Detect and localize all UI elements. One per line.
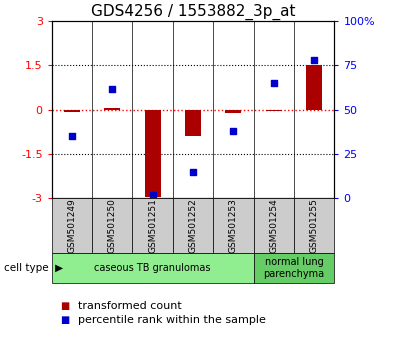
Point: [150, 192, 156, 198]
Text: cell type  ▶: cell type ▶: [4, 263, 63, 273]
Text: normal lung
parenchyma: normal lung parenchyma: [263, 257, 324, 279]
Text: ■: ■: [60, 315, 69, 325]
Text: percentile rank within the sample: percentile rank within the sample: [78, 315, 265, 325]
Text: transformed count: transformed count: [78, 301, 181, 311]
Text: caseous TB granulomas: caseous TB granulomas: [94, 263, 211, 273]
Text: GSM501254: GSM501254: [269, 198, 278, 253]
Text: GSM501255: GSM501255: [310, 198, 319, 253]
Text: GSM501249: GSM501249: [67, 198, 76, 253]
Point: [69, 133, 75, 139]
Point: [109, 86, 115, 91]
Text: GSM501251: GSM501251: [148, 198, 157, 253]
Text: GSM501252: GSM501252: [189, 198, 197, 253]
Point: [311, 57, 317, 63]
Bar: [144, 110, 161, 197]
Bar: [185, 110, 201, 136]
Bar: [225, 110, 242, 113]
Point: [230, 128, 236, 134]
Bar: [104, 108, 120, 110]
Title: GDS4256 / 1553882_3p_at: GDS4256 / 1553882_3p_at: [91, 4, 295, 20]
Point: [271, 80, 277, 86]
Bar: [266, 110, 282, 111]
Text: GSM501250: GSM501250: [108, 198, 117, 253]
Bar: [64, 110, 80, 112]
Text: ■: ■: [60, 301, 69, 311]
Text: GSM501253: GSM501253: [229, 198, 238, 253]
Point: [190, 169, 196, 175]
Bar: [306, 65, 322, 110]
